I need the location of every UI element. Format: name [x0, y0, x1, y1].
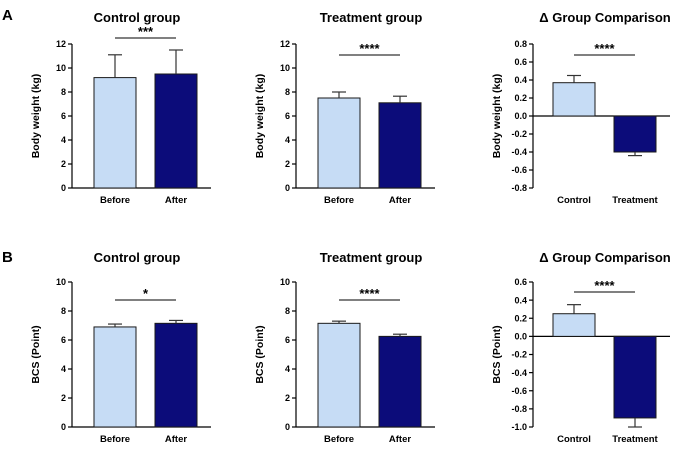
significance-label: * [143, 286, 149, 301]
bar-before [93, 326, 137, 428]
x-category-label: Control [557, 434, 591, 445]
bar-control [552, 313, 596, 337]
y-tick-label: 6 [285, 111, 290, 121]
y-tick-label: 8 [285, 87, 290, 97]
x-category-label: Control [557, 195, 591, 206]
y-tick-label: 8 [61, 87, 66, 97]
bar-treatment [613, 335, 657, 419]
x-category-label: After [389, 434, 411, 445]
y-tick-label: 0 [61, 183, 66, 193]
bar-after [378, 102, 422, 189]
significance-label: *** [138, 24, 154, 39]
y-tick-label: 0 [285, 422, 290, 432]
y-tick-label: 10 [56, 63, 66, 73]
y-tick-label: 2 [61, 159, 66, 169]
chart-5: Treatment group BCS (Point) 0 2 4 6 8 10 Before A… [254, 250, 435, 445]
y-tick-label: 10 [280, 63, 290, 73]
bar-treatment [613, 115, 657, 153]
bar-before [317, 322, 361, 428]
x-category-label: Treatment [612, 434, 658, 445]
y-tick-label: 4 [61, 364, 66, 374]
chart-title: Control group [94, 10, 181, 25]
significance-label: **** [359, 286, 380, 301]
y-tick-label: 12 [280, 39, 290, 49]
y-tick-label: -1.0 [511, 422, 527, 432]
y-tick-label: 10 [280, 277, 290, 287]
y-axis-label: Body weight (kg) [491, 74, 503, 159]
y-tick-label: -0.2 [511, 350, 527, 360]
y-axis-label: BCS (Point) [491, 325, 503, 383]
bar-before [317, 97, 361, 189]
chart-6: Δ Group Comparison BCS (Point) -1.0 -0.8 -0.… [491, 250, 671, 445]
chart-title: Δ Group Comparison [539, 250, 670, 265]
chart-title: Treatment group [320, 250, 423, 265]
y-tick-label: 0.6 [514, 277, 527, 287]
chart-4: Control group BCS (Point) 0 2 4 6 8 10 Before Aft… [30, 250, 211, 445]
chart-title: Control group [94, 250, 181, 265]
y-axis-label: Body weight (kg) [254, 74, 266, 159]
y-tick-label: 0 [61, 422, 66, 432]
significance-label: **** [594, 41, 615, 56]
y-tick-label: 8 [61, 306, 66, 316]
x-category-label: Before [324, 434, 354, 445]
bar-after [378, 335, 422, 428]
bar-before [93, 77, 137, 189]
y-tick-label: 6 [61, 335, 66, 345]
chart-2: Treatment group Body weight (kg) 0 2 4 6 8 10 12… [254, 10, 435, 206]
charts: Control group Body weight (kg) 0 2 4 6 8 10 12 Be… [30, 10, 671, 445]
y-tick-label: 0.0 [514, 332, 527, 342]
y-axis-label: BCS (Point) [254, 325, 266, 383]
y-tick-label: -0.8 [511, 183, 527, 193]
x-category-label: Before [100, 195, 130, 206]
y-tick-label: 6 [61, 111, 66, 121]
significance-label: **** [359, 41, 380, 56]
bar-after [154, 73, 198, 189]
y-axis-label: Body weight (kg) [30, 74, 42, 159]
y-tick-label: 0.4 [514, 295, 527, 305]
y-tick-label: 0.8 [514, 39, 527, 49]
y-tick-label: 2 [285, 393, 290, 403]
y-tick-label: -0.2 [511, 129, 527, 139]
y-tick-label: 2 [61, 393, 66, 403]
y-tick-label: -0.4 [511, 147, 527, 157]
y-tick-label: 6 [285, 335, 290, 345]
y-tick-label: 0.4 [514, 75, 527, 85]
y-tick-label: 0.6 [514, 57, 527, 67]
y-tick-label: 0.2 [514, 93, 527, 103]
y-tick-label: 0.2 [514, 313, 527, 323]
y-tick-label: -0.8 [511, 404, 527, 414]
chart-title: Treatment group [320, 10, 423, 25]
y-tick-label: -0.4 [511, 368, 527, 378]
significance-label: **** [594, 278, 615, 293]
y-tick-label: 4 [285, 135, 290, 145]
y-tick-label: 0 [285, 183, 290, 193]
bar-after [154, 322, 198, 428]
y-tick-label: 8 [285, 306, 290, 316]
x-category-label: After [389, 195, 411, 206]
y-tick-label: -0.6 [511, 165, 527, 175]
y-tick-label: 2 [285, 159, 290, 169]
y-tick-label: 12 [56, 39, 66, 49]
chart-title: Δ Group Comparison [539, 10, 670, 25]
x-category-label: After [165, 195, 187, 206]
x-category-label: Before [100, 434, 130, 445]
chart-3: Δ Group Comparison Body weight (kg) -0.8 -0… [491, 10, 671, 206]
bar-control [552, 82, 596, 117]
panel-letter-a: A [2, 7, 13, 24]
chart-1: Control group Body weight (kg) 0 2 4 6 8 10 12 Be… [30, 10, 211, 206]
x-category-label: Treatment [612, 195, 658, 206]
y-tick-label: -0.6 [511, 386, 527, 396]
y-tick-label: 0.0 [514, 111, 527, 121]
x-category-label: After [165, 434, 187, 445]
y-tick-label: 4 [61, 135, 66, 145]
y-tick-label: 4 [285, 364, 290, 374]
y-axis-label: BCS (Point) [30, 325, 42, 383]
y-tick-label: 10 [56, 277, 66, 287]
x-category-label: Before [324, 195, 354, 206]
panel-letter-b: B [2, 249, 13, 266]
